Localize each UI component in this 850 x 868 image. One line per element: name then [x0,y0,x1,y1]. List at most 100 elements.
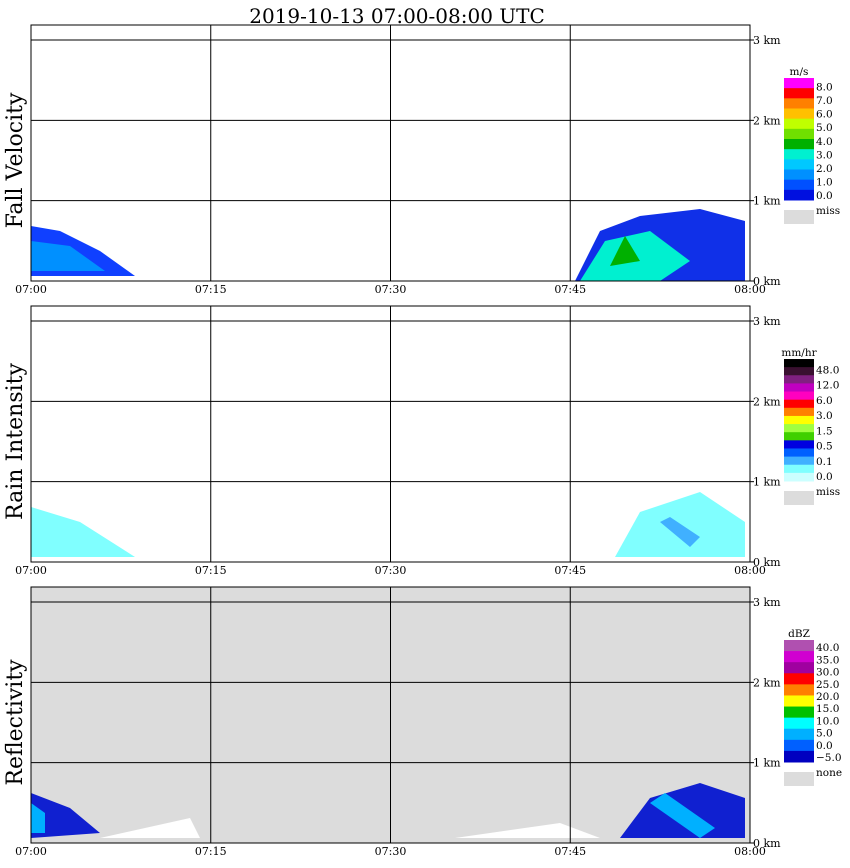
x-tick-label: 07:45 [554,564,586,577]
y-tick-label: 3 km [753,315,781,328]
y-tick-label: 1 km [753,195,781,208]
x-tick-label: 07:45 [554,845,586,858]
colorbar-label: 10.0 [816,715,839,727]
echo-field [31,783,745,838]
colorbar-label: 0.0 [816,471,833,483]
plot-frame [30,24,751,282]
colorbar-swatch [784,391,814,401]
echo-field [31,209,745,281]
colorbar-swatch [784,440,814,449]
missing-label: miss [816,486,840,498]
colorbar-label: 48.0 [816,364,839,376]
colorbar-label: 7.0 [816,95,833,107]
colorbar-swatch [784,128,814,140]
colorbar-swatch [784,359,814,368]
colorbar-swatch [784,651,814,663]
colorbar-label: −5.0 [816,752,842,764]
colorbar-label: 4.0 [816,136,833,148]
colorbar-swatch [784,159,814,170]
colorbar-label: 0.5 [816,441,833,453]
colorbar-swatch [784,179,814,191]
colorbar-swatch [784,189,814,201]
colorbar-label: 0.0 [816,190,833,202]
colorbar-swatch [784,139,814,150]
colorbar-swatch [784,424,814,433]
x-tick-label: 07:45 [554,283,586,296]
x-tick-label: 07:30 [375,845,407,858]
x-tick-label: 07:30 [375,564,407,577]
colorbar-label: 1.0 [816,176,833,188]
y-tick-label: 0 km [753,837,781,850]
y-tick-label: 0 km [753,556,781,569]
panel-1: 0 km 1 km 2 km 3 km 07:00 07:15 07:30 07:45 08:0… [3,24,840,296]
x-tick-label: 07:15 [195,283,227,296]
echo-field [31,492,745,557]
colorbar-swatch [784,98,814,109]
missing-swatch [784,491,814,505]
colorbar-label: 15.0 [816,703,839,715]
colorbar-label: 30.0 [816,667,839,679]
x-tick-label: 07:15 [195,845,227,858]
missing-swatch [784,210,814,224]
colorbar-swatch [784,640,814,652]
y-axis-label: Fall Velocity [3,92,28,228]
x-tick-label: 08:00 [734,845,766,858]
colorbar-label: 3.0 [816,410,833,422]
x-tick-label: 07:00 [15,845,47,858]
panel-3: 0 km 1 km 2 km 3 km 07:00 07:15 07:30 07:45 08:0… [3,586,842,858]
colorbar-swatch [784,750,814,763]
colorbar-label: 20.0 [816,691,839,703]
colorbar-label: 5.0 [816,728,833,740]
panels: 0 km 1 km 2 km 3 km 07:00 07:15 07:30 07:45 08:0… [3,24,842,858]
missing-label: none [816,767,842,779]
colorbar-swatch [784,448,814,458]
y-tick-label: 2 km [753,676,781,689]
colorbar-label: 6.0 [816,109,833,121]
colorbar-swatch [784,739,814,752]
colorbar-swatch [784,695,814,708]
colorbar-swatch [784,108,814,120]
x-tick-label: 07:00 [15,564,47,577]
y-tick-label: 3 km [753,596,781,609]
colorbar-label: 0.0 [816,740,833,752]
colorbar: mm/hr 48.0 12.0 6.0 3.0 1.5 0.5 0.1 0.0 miss [781,347,840,505]
y-axis-label: Rain Intensity [3,362,28,519]
colorbar-unit: mm/hr [781,347,817,359]
colorbar-swatch [784,673,814,685]
colorbar-swatch [784,367,814,376]
colorbar-swatch [784,383,814,393]
colorbar-swatch [784,662,814,674]
colorbar-label: 3.0 [816,149,833,161]
colorbar-label: 12.0 [816,380,839,392]
colorbar-unit: m/s [790,66,809,78]
missing-swatch [784,772,814,786]
panel-2: 0 km 1 km 2 km 3 km 07:00 07:15 07:30 07:45 08:0… [3,305,840,577]
colorbar-swatch [784,78,814,89]
y-tick-label: 2 km [753,114,781,127]
x-tick-label: 07:30 [375,283,407,296]
colorbar-swatch [784,456,814,466]
colorbar: m/s 8.07.0 6.05.0 4.03.0 2.01.0 0.0 miss [784,66,840,224]
colorbar-swatch [784,432,814,441]
y-tick-label: 3 km [753,34,781,47]
colorbar-label: 2.0 [816,163,833,175]
colorbar-swatch [784,472,814,482]
colorbar-label: 35.0 [816,654,839,666]
y-tick-label: 1 km [753,476,781,489]
colorbar-swatch [784,169,814,181]
plot-frame [30,586,751,844]
colorbar: dBZ 40.035.030.025.020.015.010.05.00.0−5.… [784,628,842,786]
y-tick-label: 2 km [753,395,781,408]
colorbar-label: 8.0 [816,82,833,94]
colorbar-swatch [784,684,814,696]
colorbar-swatch [784,728,814,741]
colorbar-swatch [784,407,814,417]
colorbar-swatch [784,706,814,719]
colorbar-unit: dBZ [788,628,810,640]
x-tick-label: 07:15 [195,564,227,577]
colorbar-label: 25.0 [816,679,839,691]
colorbar-label: 6.0 [816,395,833,407]
colorbar-label: 5.0 [816,122,833,134]
x-tick-label: 07:00 [15,283,47,296]
